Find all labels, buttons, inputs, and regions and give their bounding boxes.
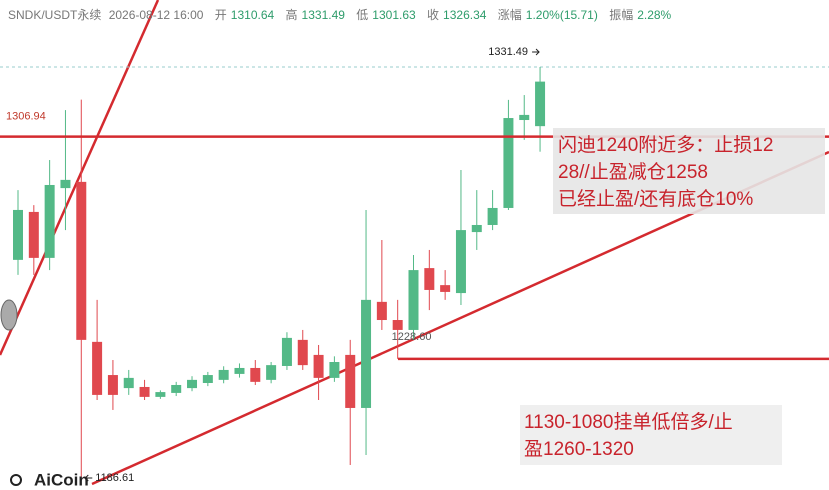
- candle-body: [313, 354, 324, 378]
- logo: AiCoin: [10, 470, 89, 489]
- candle-body: [76, 181, 87, 340]
- candle-body: [471, 224, 482, 233]
- level-label: 1306.94: [6, 111, 46, 123]
- candle-body: [171, 384, 182, 393]
- high-label: 1331.49: [488, 46, 528, 58]
- candle-body: [92, 341, 103, 395]
- close-value: 1326.34: [443, 8, 487, 22]
- candle-body: [60, 179, 71, 189]
- candle-body: [250, 367, 261, 382]
- low-label: 1186.61: [95, 472, 134, 484]
- candle-body: [13, 209, 23, 260]
- open-value: 1310.64: [230, 8, 275, 22]
- field-label: 低: [356, 8, 369, 22]
- candle-body: [28, 211, 39, 258]
- candle-body: [503, 118, 514, 208]
- candle-body: [297, 339, 308, 366]
- candle-body: [519, 114, 530, 121]
- candle-body: [329, 362, 340, 378]
- high-value: 1331.49: [301, 8, 345, 22]
- field-label: 高: [285, 8, 298, 22]
- field-label: 收: [427, 8, 440, 22]
- note-text: 28//止盈减仓1258: [558, 161, 708, 183]
- candle-body: [440, 285, 451, 292]
- low-value: 1301.63: [372, 8, 416, 22]
- candle-body: [44, 184, 55, 258]
- label-arrow: [532, 48, 540, 56]
- candle-body: [345, 354, 356, 408]
- candle-body: [455, 230, 466, 294]
- amplitude-value: 2.28%: [637, 8, 672, 22]
- candle-body: [107, 375, 118, 395]
- field-label: 涨幅: [497, 8, 522, 22]
- candle-body: [281, 337, 292, 366]
- candle-body: [376, 301, 387, 321]
- low-label: 1228.60: [392, 331, 432, 343]
- candle-body: [187, 379, 198, 389]
- candle-body: [155, 392, 166, 397]
- note-text: 已经止盈/还有底仓10%: [558, 188, 753, 210]
- note-text: 1130-1080挂单低倍多/止: [524, 411, 733, 433]
- logo-icon: [10, 474, 22, 486]
- change-value: 1.20%(15.71): [525, 8, 598, 22]
- note-text: 闪迪1240附近多：止损12: [558, 134, 773, 156]
- symbol: SNDK/USDT永续: [8, 8, 102, 22]
- candle-body: [535, 81, 546, 127]
- note-box: [553, 128, 825, 214]
- trend-line: [0, 0, 160, 356]
- candle-body: [139, 386, 150, 397]
- candle-body: [424, 268, 435, 290]
- candle-body: [392, 320, 403, 330]
- candle-body: [202, 375, 213, 383]
- label-arrow: [84, 474, 93, 482]
- note-box: [520, 405, 782, 465]
- candle-body: [234, 367, 245, 374]
- candle-body: [123, 377, 134, 389]
- candle-body: [266, 365, 277, 380]
- logo-text: AiCoin: [34, 470, 89, 489]
- candle-body: [408, 270, 419, 330]
- candle-body: [361, 299, 372, 408]
- note-text: 盈1260-1320: [524, 439, 634, 460]
- field-label: 振幅: [609, 8, 634, 22]
- candle-body: [218, 369, 229, 380]
- drawing-handle: [0, 299, 18, 331]
- time: 2026-08-12 16:00: [108, 8, 204, 22]
- field-label: 开: [214, 8, 227, 22]
- candle-body: [487, 207, 498, 225]
